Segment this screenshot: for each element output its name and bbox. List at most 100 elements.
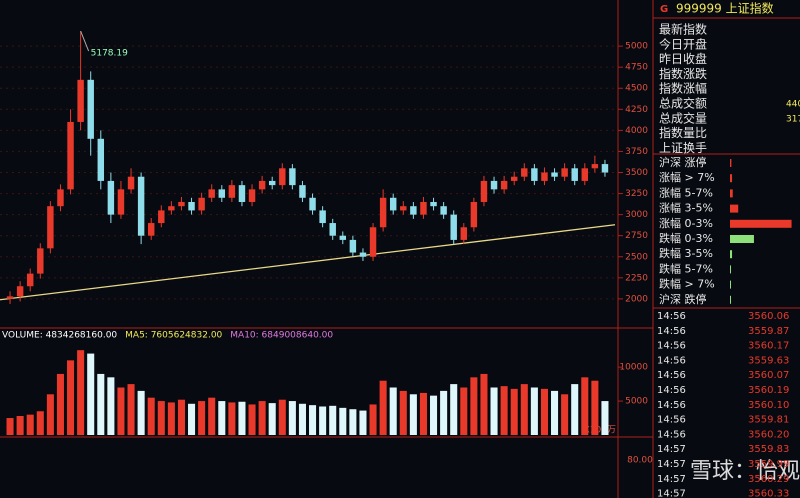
candle-body: [188, 201, 195, 211]
breadth-bar: [730, 174, 733, 183]
volume-bar: [6, 418, 14, 435]
volume-bar: [127, 384, 135, 435]
breadth-label: 跌幅 3-5%: [659, 246, 713, 260]
tick-time: 14:56: [657, 400, 686, 411]
volume-bar: [67, 360, 75, 435]
candle-body: [389, 197, 397, 211]
volume-legend: MA10: 6849008640.00: [230, 331, 333, 341]
candle-body: [26, 273, 34, 287]
volume-bar: [268, 403, 276, 435]
candle-body: [16, 286, 24, 297]
volume-bar: [56, 373, 64, 435]
candle-body: [329, 223, 336, 236]
candle-body: [460, 227, 468, 240]
y-tick-label: 4000: [625, 126, 648, 136]
tick-time: 14:57: [657, 474, 686, 485]
volume-bar: [490, 387, 498, 435]
volume-bar: [248, 404, 256, 435]
unit-label: X100万: [584, 426, 616, 436]
volume-bar: [188, 403, 196, 435]
candle-body: [400, 206, 407, 211]
candle-body: [258, 180, 266, 190]
peak-label: 5178.19: [91, 49, 128, 59]
volume-bar: [571, 384, 579, 435]
candle-body: [218, 189, 226, 198]
candle-body: [6, 296, 14, 299]
volume-bar: [399, 390, 407, 435]
tick-time: 14:57: [657, 459, 686, 470]
field-label: 指数量比: [659, 125, 707, 140]
candle-body: [137, 176, 145, 236]
tick-time: 14:56: [657, 429, 686, 440]
candle-body: [359, 252, 367, 257]
breadth-bar: [730, 265, 731, 274]
candle-body: [198, 197, 205, 211]
candle-body: [440, 206, 447, 215]
watermark: 雪球：怡观点: [690, 459, 800, 484]
candle-body: [87, 79, 94, 139]
tick-price: 3560.10: [748, 400, 789, 411]
field-label: 总成交量: [659, 110, 707, 125]
breadth-bar: [730, 295, 731, 304]
volume-bar: [339, 407, 347, 435]
breadth-bar: [730, 159, 732, 167]
volume-bar: [369, 404, 377, 435]
tick-price: 3560.20: [748, 429, 789, 440]
candle-body: [319, 210, 326, 224]
candle-body: [178, 201, 185, 207]
candle-body: [561, 168, 568, 177]
tick-time: 14:56: [657, 355, 686, 366]
volume-bar: [510, 388, 518, 435]
breadth-bar: [730, 250, 733, 259]
tick-price: 3560.07: [748, 370, 789, 381]
candle-body: [228, 185, 236, 198]
volume-bar: [440, 390, 448, 435]
tick-time: 14:56: [657, 311, 686, 322]
candle-body: [248, 189, 256, 202]
y-tick-label: 3250: [625, 189, 648, 199]
volume-bar: [430, 395, 438, 435]
candle-body: [601, 164, 609, 173]
candle-body: [521, 168, 528, 177]
volume-bar: [167, 402, 175, 435]
volume-bar: [480, 373, 488, 435]
candle-body: [430, 201, 437, 207]
volume-bar: [26, 414, 34, 435]
volume-bar: [298, 403, 306, 435]
candle-body: [450, 214, 457, 240]
candle-body: [67, 121, 74, 190]
candle-body: [571, 168, 578, 181]
peak-pointer: [80, 30, 90, 52]
field-value: 317: [786, 114, 800, 124]
volume-bar: [147, 397, 155, 435]
candle-body: [531, 168, 538, 181]
tick-price: 3559.81: [748, 415, 789, 426]
volume-bar: [561, 394, 569, 435]
candle-body: [309, 197, 316, 211]
volume-bar: [218, 401, 226, 435]
candle-body: [37, 248, 44, 274]
tick-price: 3560.17: [748, 341, 789, 352]
tick-price: 3560.19: [748, 385, 789, 396]
volume-bar: [530, 387, 538, 435]
tick-time: 14:56: [657, 415, 686, 426]
breadth-bar: [730, 219, 792, 228]
y-tick-label: 2250: [625, 273, 648, 283]
volume-bar: [87, 353, 95, 435]
volume-bar: [379, 380, 387, 435]
breadth-label: 跌幅 0-3%: [659, 231, 713, 245]
volume-bar: [177, 399, 185, 435]
candle-body: [147, 223, 155, 236]
y-tick-label: 3000: [625, 210, 648, 220]
candle-body: [127, 176, 135, 190]
breadth-label: 跌幅 > 7%: [659, 277, 715, 291]
field-label: 上证换手: [659, 141, 707, 155]
trend-line: [0, 224, 616, 301]
indicator-tick: 80.00: [627, 456, 653, 466]
y-tick-label: 2000: [625, 294, 648, 304]
breadth-label: 涨幅 > 7%: [659, 171, 715, 184]
y-tick-label: 2500: [625, 252, 648, 262]
candle-body: [77, 79, 84, 122]
tick-time: 14:56: [657, 326, 686, 337]
